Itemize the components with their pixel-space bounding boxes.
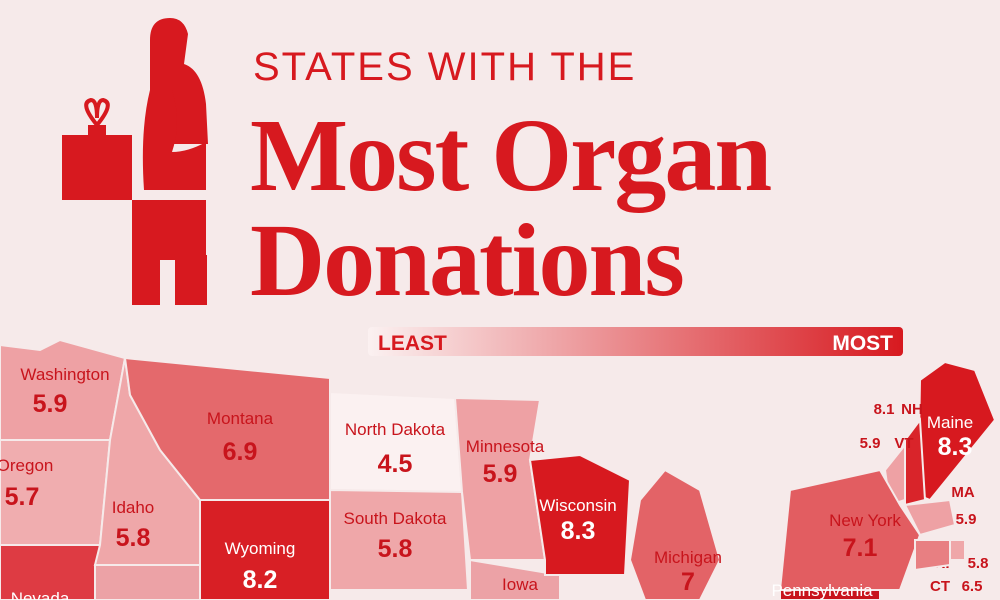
legend-low: LEAST — [378, 332, 447, 355]
state-value: 8.3 — [561, 517, 596, 545]
state-shape — [199, 499, 331, 600]
state-value: 6.9 — [223, 438, 258, 466]
legend-high: MOST — [832, 332, 893, 355]
state-value: 5.9 — [956, 511, 977, 528]
state-shape — [94, 564, 201, 600]
state-shape — [914, 539, 951, 572]
donor-icon — [62, 18, 208, 305]
state-value: 5.7 — [5, 483, 40, 511]
state-value: 5.9 — [33, 390, 68, 418]
state-abbr: MA — [951, 484, 974, 501]
state-value: 5.9 — [483, 460, 518, 488]
state-shape — [949, 539, 966, 561]
state-value: 8.1 — [874, 401, 895, 418]
legend-gradient — [368, 327, 903, 356]
state-name: North Dakota — [345, 420, 446, 439]
state-value: 5.8 — [968, 555, 989, 572]
state-value: 7.1 — [843, 534, 878, 562]
state-name: New York — [829, 511, 901, 530]
state-name: South Dakota — [343, 509, 447, 528]
state-value: 4.5 — [378, 450, 413, 478]
state-name: Wisconsin — [539, 496, 616, 515]
state-value: 5.9 — [860, 435, 881, 452]
state-value: 7 — [681, 568, 695, 596]
state-name: Nevada — [11, 589, 70, 600]
state-abbr: CT — [930, 578, 950, 595]
state-shape — [469, 558, 561, 600]
state-name: Wyoming — [225, 539, 296, 558]
state-value: 5.8 — [116, 524, 151, 552]
legend: LEAST MOST — [368, 327, 903, 356]
state-shape — [528, 453, 632, 576]
state-name: Washington — [20, 365, 109, 384]
state-name: Michigan — [654, 548, 722, 567]
map: Washington 5.9 Oregon 5.7 Idaho 5.8 Montana 6.9… — [0, 338, 997, 600]
state-value: 8.3 — [938, 433, 973, 461]
state-shape — [903, 498, 957, 537]
state-abbr: VT — [894, 435, 913, 452]
title-line: Donations — [250, 203, 683, 318]
state-abbr: NH — [901, 401, 923, 418]
state-name: Iowa — [502, 575, 538, 594]
title-line: Most Organ — [250, 98, 771, 213]
kicker: STATES WITH THE — [253, 45, 636, 89]
state-value: 8.2 — [243, 566, 278, 594]
state-name: Minnesota — [466, 437, 545, 456]
state-name: Pennsylvania — [771, 581, 873, 600]
state-name: Maine — [927, 413, 973, 432]
state-value: 5.8 — [378, 535, 413, 563]
state-name: Oregon — [0, 456, 53, 475]
state-value: 6.5 — [962, 578, 983, 595]
state-shape — [329, 488, 470, 591]
state-shape — [628, 468, 722, 600]
state-name: Idaho — [112, 498, 155, 517]
state-name: Montana — [207, 409, 274, 428]
